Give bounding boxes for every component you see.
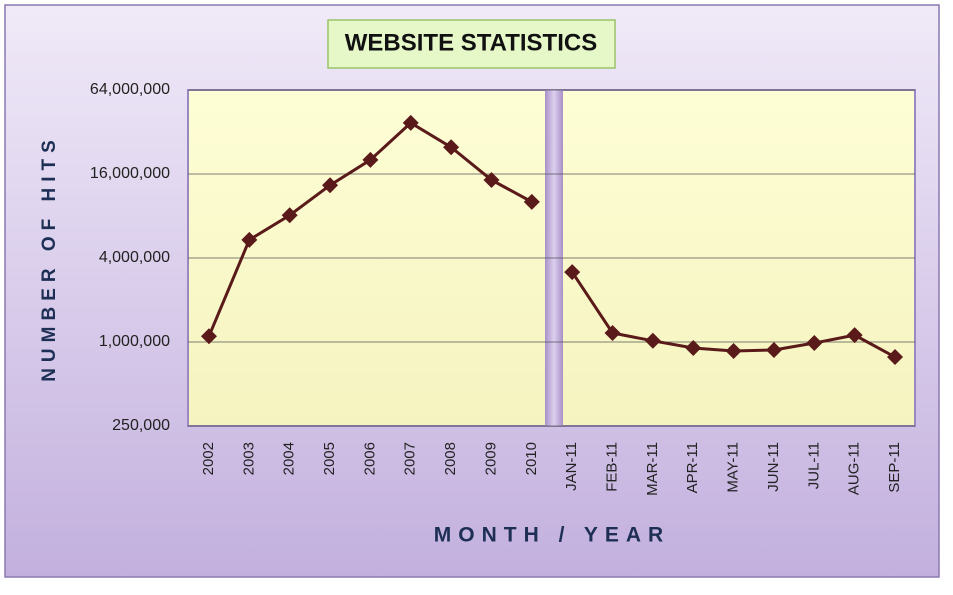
data-point	[725, 342, 742, 359]
x-tick-label: SEP-11	[886, 442, 903, 493]
data-point	[241, 231, 258, 248]
data-point	[523, 193, 540, 210]
data-point	[281, 207, 298, 224]
x-tick-label: 2004	[281, 442, 298, 475]
x-tick-label: APR-11	[684, 442, 701, 493]
y-tick-label: 1,000,000	[99, 333, 170, 350]
data-point	[685, 339, 702, 356]
x-tick-label: JAN-11	[563, 442, 580, 491]
y-tick-label: 16,000,000	[90, 165, 170, 182]
x-tick-label: 2009	[482, 442, 499, 475]
x-tick-label: MAY-11	[725, 442, 742, 493]
data-point	[402, 114, 419, 131]
x-tick-label: JUL-11	[805, 442, 822, 489]
x-tick-label: 2006	[361, 442, 378, 475]
data-point	[362, 151, 379, 168]
y-axis-label: NUMBER OF HITS	[39, 134, 60, 382]
data-point	[443, 139, 460, 156]
x-tick-label: MAR-11	[644, 442, 661, 496]
data-point	[846, 327, 863, 344]
x-axis-label: MONTH / YEAR	[434, 524, 670, 547]
y-tick-label: 4,000,000	[99, 249, 170, 266]
x-tick-label: 2005	[321, 442, 338, 475]
data-point	[644, 332, 661, 349]
x-tick-label: 2010	[523, 442, 540, 475]
x-tick-label: 2008	[442, 442, 459, 475]
x-tick-label: FEB-11	[604, 442, 621, 492]
data-point	[200, 328, 217, 345]
title-box	[327, 19, 616, 69]
y-tick-label: 64,000,000	[90, 81, 170, 98]
x-tick-label: JUN-11	[765, 442, 782, 492]
data-point	[322, 177, 339, 194]
chart-title: WEBSITE STATISTICS	[345, 29, 597, 56]
x-tick-label: 2002	[200, 442, 217, 475]
data-point	[483, 171, 500, 188]
data-point	[887, 349, 904, 366]
x-tick-label: 2003	[240, 442, 257, 475]
x-tick-label: 2007	[402, 442, 419, 475]
x-tick-label: AUG-11	[846, 442, 863, 495]
data-point	[806, 335, 823, 352]
y-tick-label: 250,000	[112, 417, 170, 434]
data-point	[765, 342, 782, 359]
data-point	[604, 325, 621, 342]
data-point	[564, 264, 581, 281]
